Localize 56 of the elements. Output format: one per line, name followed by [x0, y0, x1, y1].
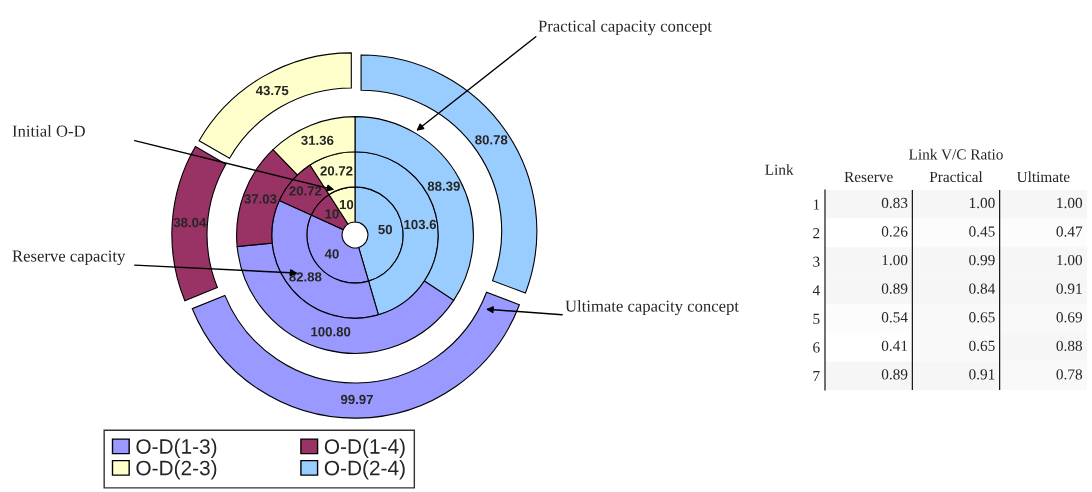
data-label: 0.69: [1056, 312, 1083, 323]
data-label: 99.97: [340, 394, 373, 405]
x-tick-label: Ultimate: [1016, 171, 1070, 183]
data-label: 37.03: [244, 194, 277, 204]
data-label: 1.00: [969, 197, 995, 209]
legend-label: O-D(1-4): [324, 438, 405, 458]
data-label: 103.6: [404, 219, 437, 230]
data-label: 0.47: [1056, 226, 1083, 237]
data-label: 0.54: [881, 312, 908, 323]
data-label: 100.80: [311, 327, 351, 337]
y-tick-label: 2: [813, 228, 820, 239]
data-label: 40: [324, 249, 339, 259]
data-label: 31.36: [301, 135, 334, 146]
data-label: 0.78: [1056, 369, 1083, 380]
data-label: 0.91: [1056, 283, 1082, 294]
data-label: 88.39: [427, 181, 460, 191]
text: Initial O-D: [12, 125, 85, 137]
chart-title: Link V/C Ratio: [909, 148, 1003, 160]
data-label: 0.26: [881, 226, 908, 237]
y-tick-label: 6: [813, 342, 820, 353]
data-label: 0.65: [969, 312, 995, 323]
data-label: 10: [325, 209, 339, 219]
data-label: 0.65: [969, 340, 995, 352]
y-axis-title: Link: [765, 164, 794, 175]
y-tick-label: 3: [813, 256, 820, 267]
data-label: 0.91: [969, 369, 995, 380]
data-label: 0.99: [969, 254, 995, 266]
y-tick-label: 1: [813, 199, 820, 210]
data-label: 0.88: [1056, 340, 1083, 352]
x-tick-label: Practical: [929, 171, 983, 183]
data-label: 0.84: [969, 283, 996, 294]
data-label: 0.41: [881, 340, 908, 352]
data-label: 1.00: [1057, 197, 1083, 209]
text: Ultimate capacity concept: [565, 300, 739, 316]
y-tick-label: 4: [812, 285, 820, 296]
data-label: 0.45: [969, 226, 995, 237]
y-tick-label: 7: [813, 371, 820, 382]
x-tick-label: Reserve: [844, 171, 893, 183]
text: Reserve capacity: [12, 250, 126, 266]
data-label: 20.72: [320, 166, 353, 176]
text: Practical capacity concept: [538, 20, 712, 36]
legend-label: O-D(2-4): [324, 460, 405, 480]
data-label: 80.78: [475, 135, 508, 145]
data-label: 10: [339, 199, 354, 210]
legend-label: O-D(2-3): [136, 460, 217, 480]
y-tick-label: 5: [813, 313, 820, 325]
data-label: 1.00: [1057, 254, 1083, 266]
data-label: 43.75: [255, 85, 289, 96]
data-label: 0.89: [881, 369, 908, 380]
data-label: 1.00: [882, 254, 908, 266]
data-label: 0.89: [881, 283, 908, 294]
data-label: 0.83: [881, 197, 908, 209]
data-label: 20.72: [289, 186, 322, 196]
data-label: 50: [378, 224, 393, 235]
data-label: 38.04: [173, 217, 207, 228]
legend-label: O-D(1-3): [136, 438, 217, 458]
